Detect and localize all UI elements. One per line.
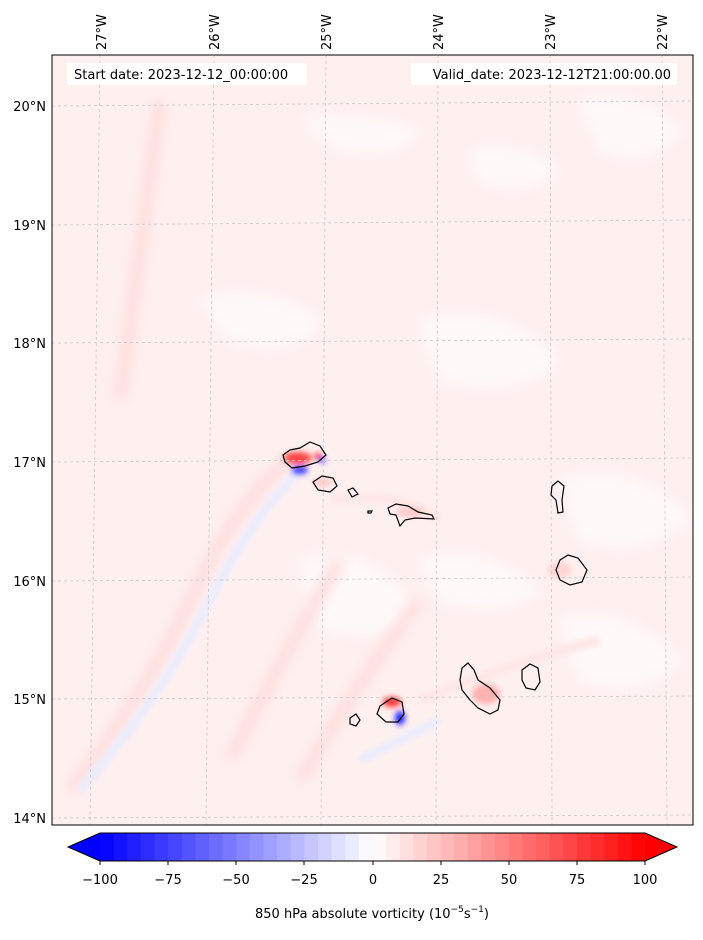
colorbar: −100 −75 −50 −25 0 25 50 75 100 850 hPa … (66, 832, 679, 922)
lon-label-23w: 23°W (544, 14, 559, 50)
colorbar-segment (181, 833, 196, 861)
lon-label-26w: 26°W (208, 14, 223, 50)
colorbar-segment (508, 833, 523, 861)
colorbar-segment (590, 833, 605, 861)
colorbar-segment (427, 833, 442, 861)
cb-tick-label: 25 (433, 873, 450, 888)
cb-tick-label: −25 (290, 873, 317, 888)
colorbar-segment (290, 833, 305, 861)
colorbar-segment (168, 833, 183, 861)
lon-label-22w: 22°W (656, 14, 671, 50)
colorbar-label: 850 hPa absolute vorticity (10−5s−1) (255, 905, 489, 922)
colorbar-segment (576, 833, 592, 861)
colorbar-segment (604, 833, 619, 861)
cb-tick-label: 75 (569, 873, 586, 888)
colorbar-segment (100, 833, 115, 861)
colorbar-segment (536, 833, 551, 861)
lat-label-19n: 19°N (13, 219, 46, 234)
lat-label-17n: 17°N (13, 456, 46, 471)
colorbar-segment (372, 833, 387, 861)
colorbar-segment (399, 833, 414, 861)
valid-date-label: Valid_date: 2023-12-12T21:00:00.00 (433, 68, 671, 83)
colorbar-ticks: −100 −75 −50 −25 0 25 50 75 100 (82, 873, 657, 888)
colorbar-segment (522, 833, 537, 861)
lat-label-16n: 16°N (13, 575, 46, 590)
colorbar-segment (440, 833, 455, 861)
colorbar-segment (358, 833, 374, 861)
latitude-labels: 20°N 19°N 18°N 17°N 16°N 15°N 14°N (13, 100, 46, 827)
cb-tick-label: 0 (369, 873, 377, 888)
colorbar-extend-max (645, 833, 677, 861)
colorbar-segment (277, 833, 292, 861)
colorbar-segment (345, 833, 360, 861)
colorbar-segment (236, 833, 251, 861)
lon-label-24w: 24°W (432, 14, 447, 50)
lat-label-18n: 18°N (13, 337, 46, 352)
colorbar-segment (222, 833, 237, 861)
longitude-labels: 27°W 26°W 25°W 24°W 23°W 22°W (95, 14, 671, 50)
colorbar-segment (331, 833, 346, 861)
colorbar-segment (249, 833, 265, 861)
island-coastlines (282, 441, 588, 727)
colorbar-segment (263, 833, 278, 861)
colorbar-segment (631, 833, 646, 861)
colorbar-segment (495, 833, 510, 861)
colorbar-segment (617, 833, 632, 861)
cb-tick-label: −50 (222, 873, 249, 888)
colorbar-segment (113, 833, 128, 861)
cb-tick-label: 100 (633, 873, 658, 888)
cb-tick-label: −100 (82, 873, 118, 888)
cb-tick-label: −75 (154, 873, 181, 888)
colorbar-segment (154, 833, 169, 861)
lat-label-14n: 14°N (13, 812, 46, 827)
cb-tick-label: 50 (501, 873, 518, 888)
colorbar-segment (209, 833, 224, 861)
lon-label-25w: 25°W (320, 14, 335, 50)
vorticity-field (52, 55, 693, 825)
start-date-label: Start date: 2023-12-12_00:00:00 (74, 68, 288, 83)
valid-date-box (411, 63, 677, 85)
colorbar-segment (140, 833, 156, 861)
lon-label-27w: 27°W (95, 14, 110, 50)
colorbar-segment (304, 833, 319, 861)
colorbar-segment (549, 833, 564, 861)
colorbar-segment (467, 833, 483, 861)
colorbar-segment (195, 833, 210, 861)
colorbar-segment (454, 833, 469, 861)
colorbar-segment (127, 833, 142, 861)
lat-label-15n: 15°N (13, 693, 46, 708)
colorbar-segment (386, 833, 401, 861)
colorbar-segment (318, 833, 333, 861)
colorbar-segment (413, 833, 428, 861)
lat-label-20n: 20°N (13, 100, 46, 115)
start-date-box (67, 63, 307, 85)
colorbar-segment (563, 833, 578, 861)
colorbar-segments (68, 833, 677, 861)
colorbar-extend-min (68, 833, 100, 861)
colorbar-segment (481, 833, 496, 861)
map-frame (51, 54, 694, 826)
